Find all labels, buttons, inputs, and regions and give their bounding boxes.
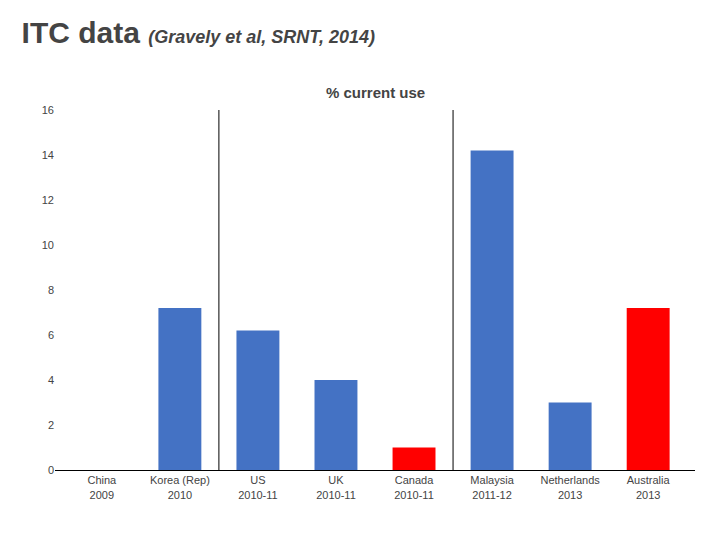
svg-text:10: 10 — [42, 239, 54, 251]
svg-text:Netherlands2013: Netherlands2013 — [540, 474, 600, 500]
svg-text:8: 8 — [48, 284, 54, 296]
svg-text:China2009: China2009 — [87, 474, 117, 500]
svg-text:Australia2013: Australia2013 — [627, 474, 671, 500]
svg-text:16: 16 — [42, 104, 54, 116]
svg-text:ITC data (Gravely et al, SRNT,: ITC data (Gravely et al, SRNT, 2014) — [22, 16, 375, 49]
svg-text:US2010-11: US2010-11 — [238, 474, 278, 500]
svg-text:Malaysia2011-12: Malaysia2011-12 — [470, 474, 514, 500]
svg-text:4: 4 — [48, 374, 54, 386]
svg-text:UK2010-11: UK2010-11 — [316, 474, 356, 500]
svg-text:2: 2 — [48, 419, 54, 431]
svg-text:12: 12 — [42, 194, 54, 206]
svg-text:6: 6 — [48, 329, 54, 341]
svg-text:Canada2010-11: Canada2010-11 — [394, 474, 434, 500]
svg-text:0: 0 — [48, 464, 54, 476]
svg-text:% current use: % current use — [326, 84, 425, 101]
svg-text:14: 14 — [42, 149, 54, 161]
svg-text:Korea (Rep)2010: Korea (Rep)2010 — [150, 474, 210, 500]
